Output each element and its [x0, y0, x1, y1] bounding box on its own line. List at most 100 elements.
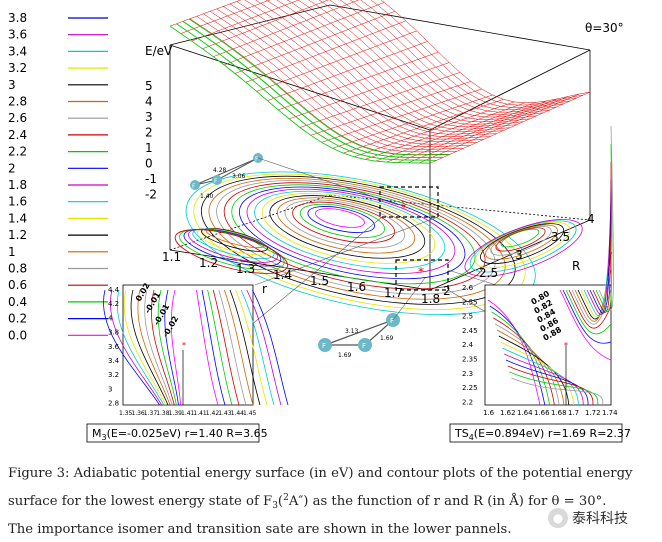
left-contour-panel: *0.02-0.01-0.01-0.02 4.44.243.83.63.43.2… — [86, 281, 289, 443]
r-tick: 1.7 — [384, 286, 403, 300]
svg-text:F: F — [214, 178, 218, 185]
svg-text:F: F — [255, 156, 259, 163]
r-axis-label: r — [262, 282, 267, 296]
svg-text:F: F — [322, 342, 326, 350]
legend-label: 0.0 — [8, 328, 27, 342]
left-y-tick: 3.2 — [108, 371, 119, 379]
legend-label: 2.8 — [8, 95, 27, 109]
energy-tick: 0 — [145, 157, 153, 171]
left-x-tick: 1.39 — [169, 410, 183, 417]
r-tick: 1.5 — [310, 274, 329, 288]
right-y-tick: 2.6 — [462, 284, 474, 292]
right-x-tick: 1.66 — [534, 409, 550, 417]
legend-label: 0.8 — [8, 262, 27, 276]
right-x-tick: 1.62 — [500, 409, 516, 417]
molecule-minimum: F F F 4.28 3.06 1.40 — [190, 153, 399, 206]
energy-axis-ticks: 5 43 21 0-1 -2 — [145, 79, 157, 202]
left-panel-caption: M3(E=-0.025eV) r=1.40 R=3.65 — [92, 427, 268, 442]
legend-label: 1.6 — [8, 195, 27, 209]
right-y-tick: 2.3 — [462, 370, 473, 378]
highlight-boxes — [379, 186, 449, 291]
svg-text:*: * — [182, 341, 186, 350]
r-tick: 1.1 — [162, 250, 181, 264]
legend-label: 1.4 — [8, 211, 27, 225]
right-x-tick: 1.74 — [602, 409, 618, 417]
figure-canvas: 3.83.63.43.232.82.62.42.221.81.61.41.210… — [8, 0, 631, 443]
svg-text:1.40: 1.40 — [200, 193, 214, 200]
left-y-tick: 3.8 — [108, 329, 119, 337]
left-y-tick: 4.4 — [108, 286, 120, 294]
legend-label: 3.6 — [8, 28, 27, 42]
caption-line-1: Figure 3: Adiabatic potential energy sur… — [8, 466, 633, 481]
right-x-tick: 1.68 — [551, 409, 567, 417]
legend-label: 0.4 — [8, 295, 27, 309]
molecule-transition-state: F F F 3.13 1.69 1.69 — [318, 277, 426, 359]
right-y-tick: 2.55 — [462, 298, 478, 306]
energy-tick: 3 — [145, 110, 153, 124]
caption-line-2: surface for the lowest energy state of F… — [8, 493, 607, 511]
left-x-tick: 1.42 — [206, 410, 220, 417]
energy-tick: 4 — [145, 95, 153, 109]
svg-text:3.06: 3.06 — [232, 173, 246, 180]
right-y-tick: 2.4 — [462, 341, 474, 349]
svg-text:1.69: 1.69 — [338, 352, 352, 359]
watermark: ● 泰科科技 — [548, 506, 658, 530]
R-axis-ticks: 2 2.5 3 3.5 4 — [443, 212, 595, 298]
left-x-tick: 1.41 — [193, 410, 207, 417]
R-tick: 4 — [587, 212, 595, 226]
left-y-tick: 4 — [108, 314, 113, 322]
watermark-text: 泰科科技 — [572, 511, 628, 527]
right-x-tick: 1.6 — [483, 409, 495, 417]
svg-text:F: F — [362, 342, 366, 350]
svg-text:1.69: 1.69 — [380, 335, 394, 342]
R-tick: 2 — [443, 284, 451, 298]
energy-tick: 1 — [145, 141, 153, 155]
minimum-star: * — [401, 201, 407, 215]
legend-label: 3.2 — [8, 61, 27, 75]
R-tick: 3 — [515, 248, 523, 262]
legend-label: 2 — [8, 161, 16, 175]
left-x-tick: 1.41 — [181, 410, 195, 417]
energy-tick: -2 — [145, 188, 157, 202]
legend: 3.8 3.6 3.4 3.2 3 2.8 2.6 2.4 2.2 2 1.8 1.6 1.4 1.2 1 0… — [8, 11, 108, 342]
figure-caption: Figure 3: Adiabatic potential energy sur… — [8, 462, 654, 542]
left-x-tick: 1.35 — [119, 410, 133, 417]
right-y-tick: 2.35 — [462, 356, 478, 364]
right-y-tick: 2.25 — [462, 384, 478, 392]
legend-label: 1.8 — [8, 178, 27, 192]
left-y-tick: 4.2 — [108, 300, 119, 308]
r-tick: 1.8 — [421, 292, 440, 306]
legend-label: 3.4 — [8, 44, 27, 58]
energy-axis-label: E/eV — [145, 44, 173, 58]
right-y-tick: 2.5 — [462, 313, 473, 321]
left-y-tick: 3.6 — [108, 343, 120, 351]
left-x-tick: 1.44 — [231, 410, 245, 417]
right-contour-panel: *0.800.820.840.860.88 2.62.552.52.452.42… — [449, 125, 631, 443]
R-tick: 3.5 — [551, 230, 570, 244]
right-panel-caption: TS4(E=0.894eV) r=1.69 R=2.37 — [454, 427, 631, 442]
legend-label: 2.6 — [8, 111, 27, 125]
legend-label: 1 — [8, 245, 16, 259]
R-axis-label: R — [572, 259, 580, 273]
right-x-tick: 1.7 — [568, 409, 579, 417]
svg-text:F: F — [192, 183, 196, 190]
energy-tick: 5 — [145, 79, 153, 93]
energy-tick: -1 — [145, 172, 157, 186]
left-y-tick: 2.8 — [108, 400, 119, 408]
ts-star: * — [418, 265, 424, 279]
r-tick: 1.2 — [199, 256, 218, 270]
svg-text:4.28: 4.28 — [213, 167, 227, 174]
left-y-tick: 3.4 — [108, 357, 120, 365]
theta-label: θ=30° — [585, 21, 624, 35]
left-y-tick: 3 — [108, 385, 112, 393]
left-x-tick: 1.37 — [144, 410, 158, 417]
energy-surface-mesh — [169, 0, 591, 164]
right-y-tick: 2.45 — [462, 327, 478, 335]
legend-label: 2.2 — [8, 145, 27, 159]
svg-text:3.13: 3.13 — [345, 328, 359, 335]
svg-text:*: * — [564, 341, 568, 350]
left-x-tick: 1.38 — [156, 410, 170, 417]
r-tick: 1.6 — [347, 280, 366, 294]
svg-text:F: F — [390, 317, 394, 325]
caption-line-3: The importance isomer and transition sat… — [8, 522, 512, 537]
